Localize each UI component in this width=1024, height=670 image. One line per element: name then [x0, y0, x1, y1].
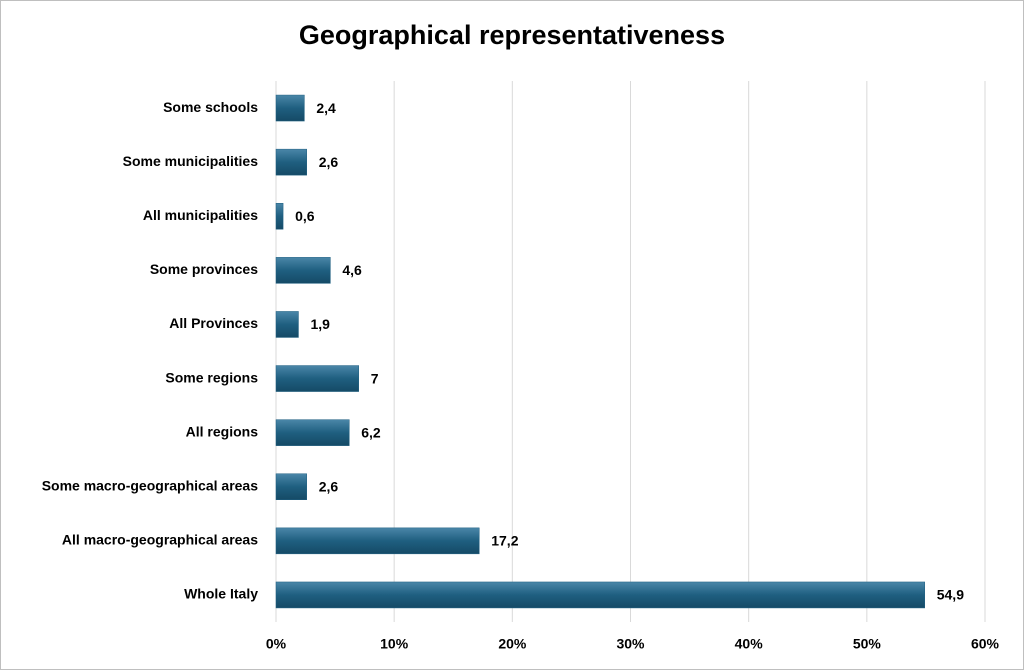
bar: [275, 257, 331, 284]
bar: [275, 94, 305, 122]
value-label: 2,6: [319, 478, 339, 494]
x-tick-label: 30%: [616, 636, 645, 652]
x-tick-label: 40%: [735, 636, 764, 652]
y-tick-label: Some macro-geographical areas: [42, 477, 259, 493]
value-label: 1,9: [310, 316, 330, 332]
y-tick-label: Some provinces: [150, 261, 258, 277]
y-tick-label: Whole Italy: [184, 586, 258, 602]
chart-title: Geographical representativeness: [299, 20, 725, 50]
x-tick-label: 20%: [498, 636, 527, 652]
x-tick-label: 0%: [266, 636, 287, 652]
value-label: 17,2: [491, 533, 518, 549]
x-tick-label: 60%: [971, 636, 1000, 652]
y-tick-label: All Provinces: [169, 315, 258, 331]
y-tick-label: Some schools: [163, 99, 258, 115]
x-tick-label: 50%: [853, 636, 882, 652]
value-label: 2,4: [316, 100, 336, 116]
value-label: 6,2: [361, 424, 381, 440]
value-label: 7: [371, 370, 379, 386]
y-tick-label: Some municipalities: [123, 153, 259, 169]
value-label: 2,6: [319, 154, 339, 170]
bar: [275, 148, 307, 176]
bar: [275, 203, 284, 230]
y-tick-label: All municipalities: [143, 207, 258, 223]
bar: [275, 311, 299, 338]
bar: [275, 581, 925, 609]
y-tick-label: All regions: [186, 423, 259, 439]
value-label: 54,9: [937, 587, 964, 603]
bar: [275, 473, 307, 500]
value-label: 0,6: [295, 208, 315, 224]
value-label: 4,6: [342, 262, 362, 278]
y-tick-label: All macro-geographical areas: [62, 532, 258, 548]
bar: [275, 527, 480, 555]
bar: [275, 419, 350, 446]
x-tick-label: 10%: [380, 636, 409, 652]
bar: [275, 365, 359, 392]
y-tick-label: Some regions: [165, 369, 258, 385]
